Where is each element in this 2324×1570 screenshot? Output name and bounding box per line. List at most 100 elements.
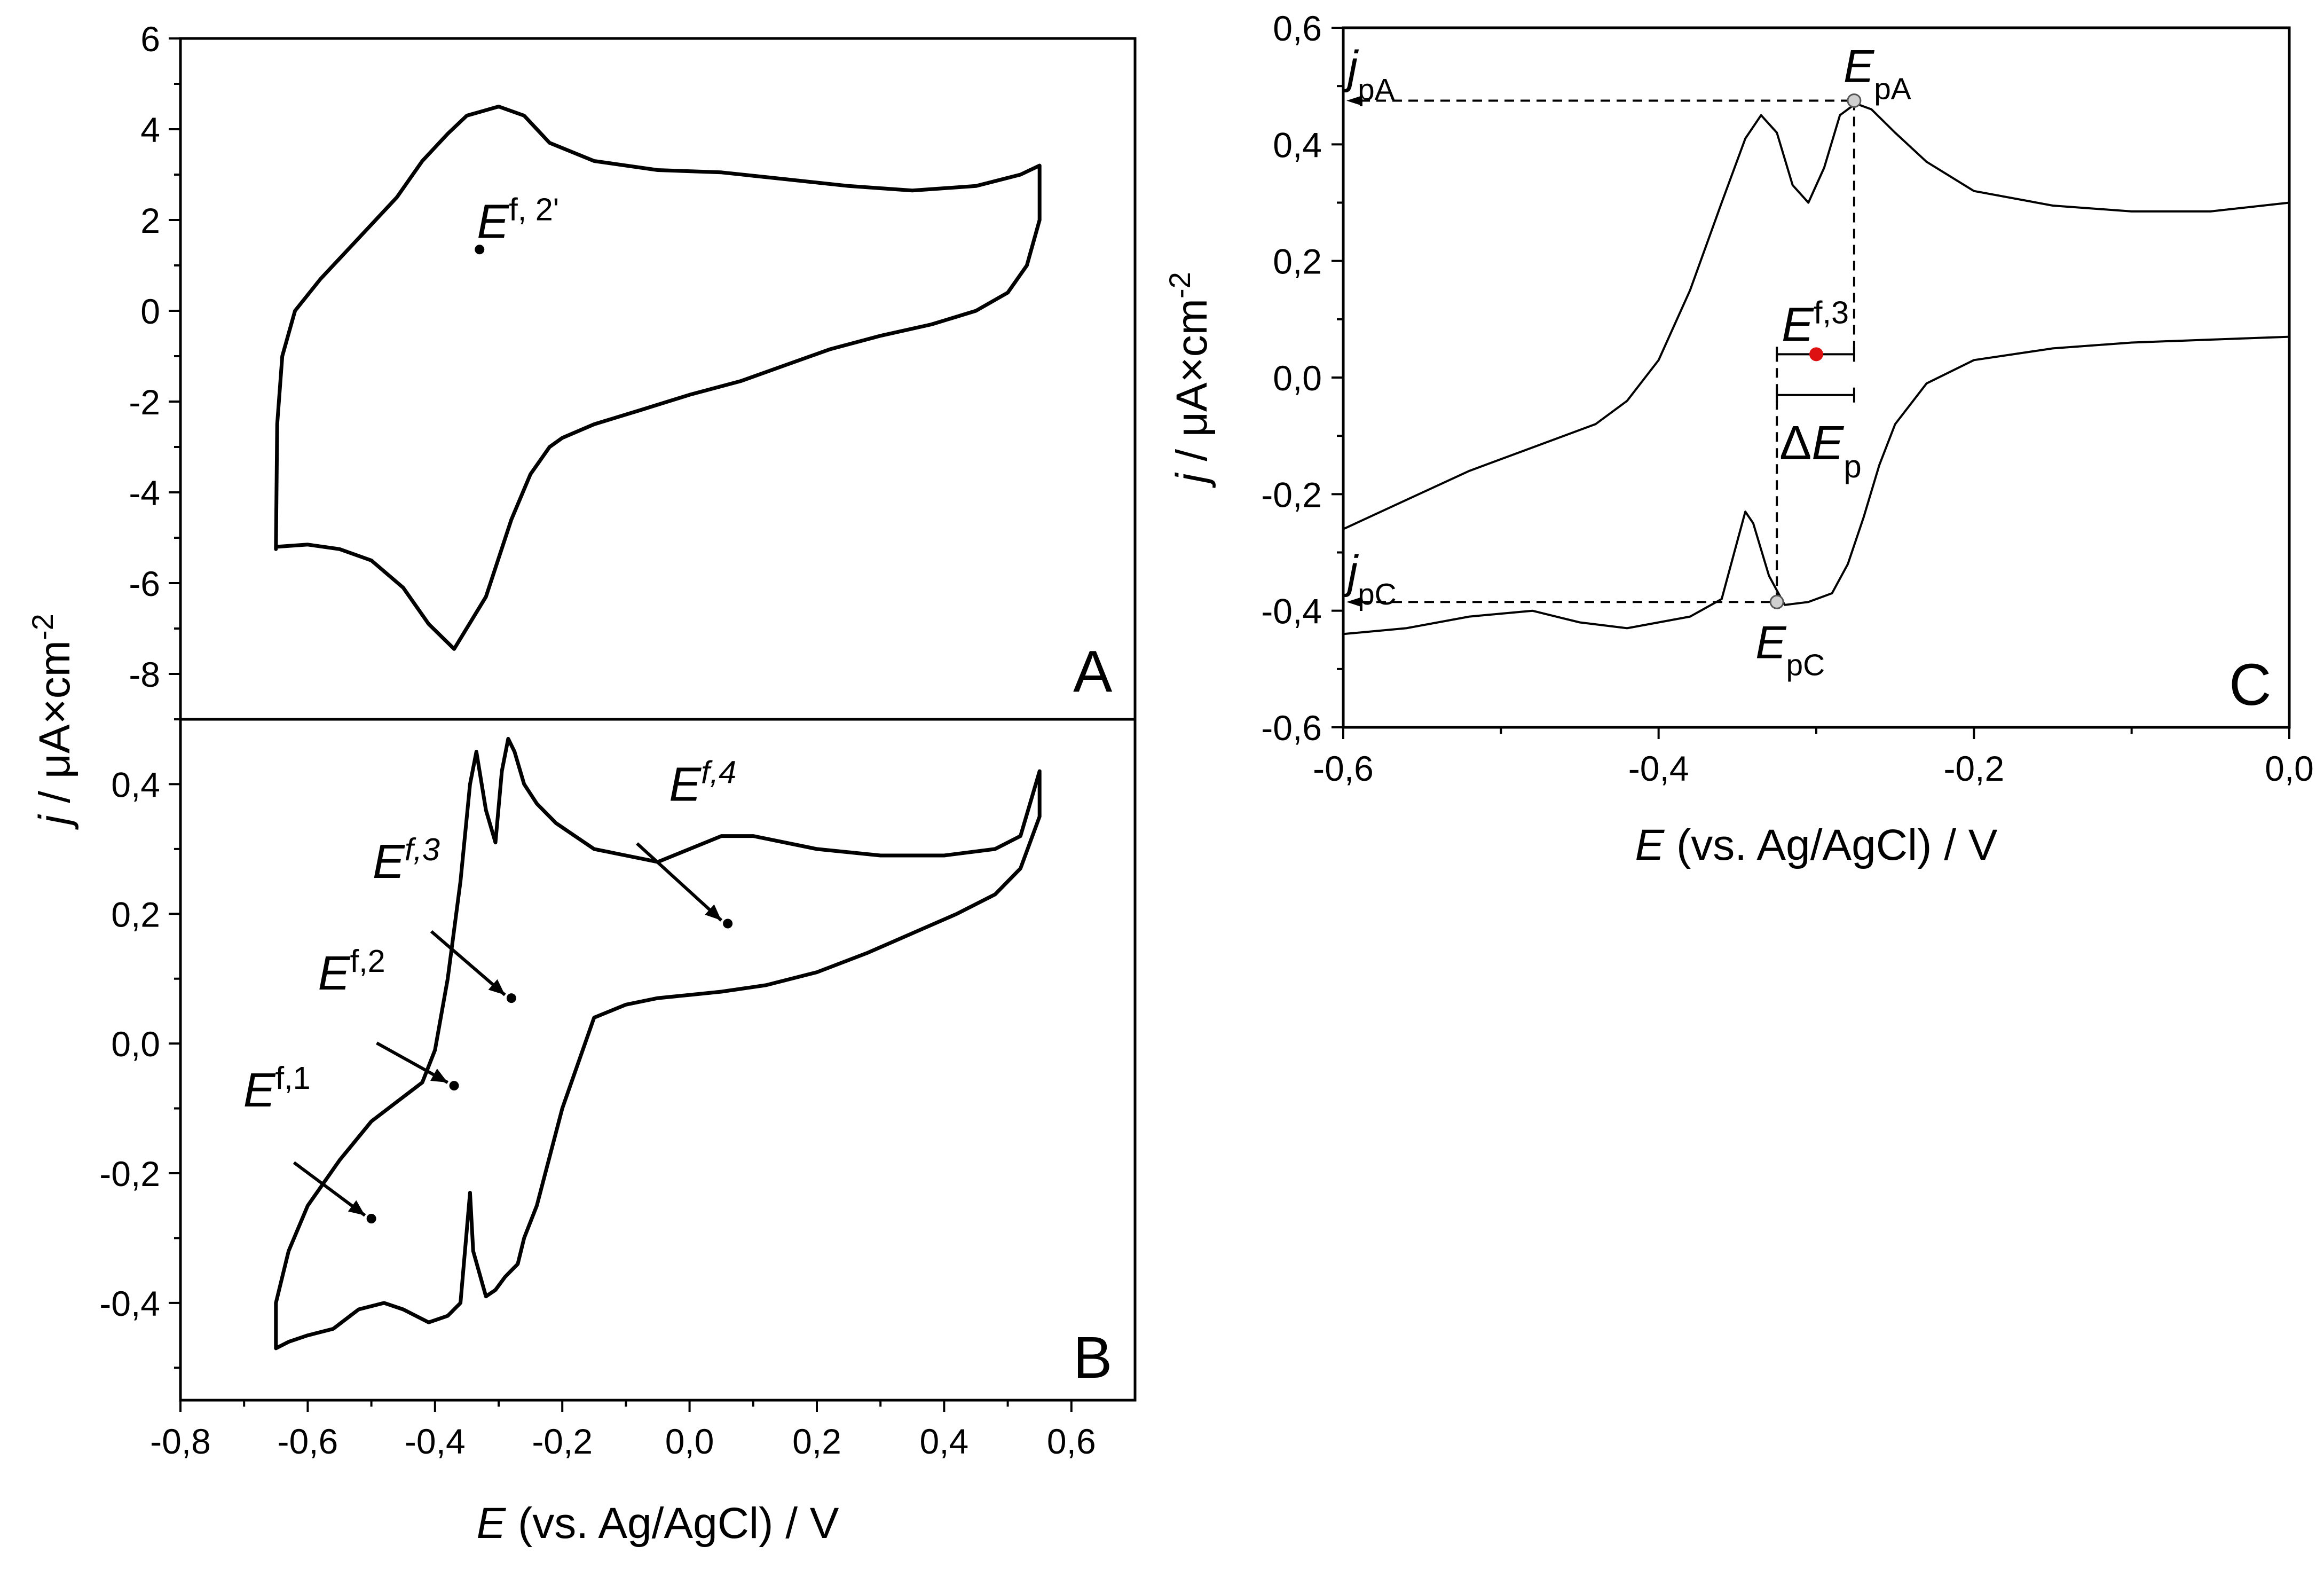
axis-label-symbol: j xyxy=(1168,472,1216,489)
panel-c-ef3-label-sup: f,3 xyxy=(1814,294,1849,330)
panel-a-y-tick-label: 2 xyxy=(140,201,160,240)
panel-b-formal-potential-label: Ef,3 xyxy=(373,831,440,889)
panel-c-y-axis-label: j / μA×cm-2 xyxy=(1163,272,1217,489)
panel-b-formal-potential-label-symbol: E xyxy=(669,758,702,812)
panel-c-y-tick-label: -0,6 xyxy=(1261,708,1322,748)
panel-c-x-axis-label: E (vs. Ag/AgCl) / V xyxy=(1635,821,1998,869)
panel-b-y-tick-label: 0,2 xyxy=(111,894,160,934)
panel-b-formal-potential-label: Ef,4 xyxy=(669,754,736,812)
panel-c-jpc-arrowhead xyxy=(1346,597,1361,607)
panel-c-epa-label: EpA xyxy=(1844,41,1911,106)
panel-c-epc-marker xyxy=(1769,594,1784,609)
panel-b-formal-potential-arrow-head xyxy=(488,979,505,995)
panel-b-formal-potential-label: Ef,1 xyxy=(243,1060,311,1118)
panel-b-x-tick-label: -0,4 xyxy=(405,1422,466,1461)
panel-b-formal-potential-arrow-head xyxy=(348,1200,365,1215)
panel-c-y-tick-label: 0,0 xyxy=(1273,358,1322,398)
axis-label-exponent: -2 xyxy=(26,614,59,640)
panel-a-y-tick-label: -2 xyxy=(129,382,160,422)
panel-a-annotations: Ef, 2' xyxy=(475,191,559,255)
panel-c-y-tick-label: -0,2 xyxy=(1261,475,1322,514)
panel-b-formal-potential-arrow-head xyxy=(705,904,722,921)
axis-label-symbol: E xyxy=(477,1499,507,1548)
panel-c-cathodic-curve xyxy=(1342,335,2290,635)
panel-c-dep-delta: Δ xyxy=(1779,417,1811,470)
panel-b-x-tick-label: -0,2 xyxy=(532,1422,593,1461)
panel-b-formal-potential-arrow-head xyxy=(430,1069,448,1083)
panel-b-x-tick-label: 0,2 xyxy=(792,1422,841,1461)
panel-a-formal-potential-dot xyxy=(475,245,485,255)
panel-a-label: A xyxy=(1073,639,1113,704)
panel-a-ticks: 6 4 2 0 -2 -4 -6 -8 xyxy=(129,19,180,720)
axis-label-symbol: E xyxy=(1635,821,1665,869)
panel-c-x-tick-label: -0,2 xyxy=(1943,749,2004,788)
panel-a-y-tick-label: -6 xyxy=(129,564,160,603)
panel-b-ticks: 0,4 0,2 0,0 -0,2 -0,4 -0,8 -0,6 -0,4 -0,2 0,0 0,2 0… xyxy=(99,718,1096,1461)
panel-c-jpa-arrowhead xyxy=(1346,96,1361,106)
panel-c-epc-label: EpC xyxy=(1755,617,1825,682)
axis-label-text: / μA×cm xyxy=(1168,299,1216,473)
axis-label-text: / μA×cm xyxy=(30,640,79,815)
panel-a-y-tick-label: -8 xyxy=(129,655,160,694)
panel-c-epa-label-symbol: E xyxy=(1844,41,1875,92)
panel-b-formal-potential-label-sup: f,2 xyxy=(350,943,385,979)
panel-c-dep-label: ΔEp xyxy=(1779,417,1862,484)
panel-c-label: C xyxy=(2229,652,2271,718)
panel-c-jpc-label-symbol: j xyxy=(1342,546,1359,598)
panel-b-formal-potential-label-symbol: E xyxy=(243,1064,276,1117)
panel-c-x-tick-label: -0,4 xyxy=(1628,749,1689,788)
panel-c-jpa-label-symbol: j xyxy=(1342,42,1359,93)
panel-b-y-tick-label: -0,2 xyxy=(99,1154,160,1194)
panel-c-ef3-dot xyxy=(1809,347,1823,362)
panel-c-anodic-curve xyxy=(1342,102,2290,530)
panel-a-formal-potential-label-sup: f, 2' xyxy=(509,191,559,227)
panel-a-y-tick-label: -4 xyxy=(129,473,160,513)
panel-a: 6 4 2 0 -2 -4 -6 -8 Ef, 2' A xyxy=(129,19,1137,721)
panel-b-x-tick-label: 0,6 xyxy=(1047,1422,1096,1461)
panel-b-y-tick-label: 0,4 xyxy=(111,765,160,804)
panel-c: 0,60,40,20,0-0,2-0,4-0,6-0,6 -0,4 -0,2 0,0 … xyxy=(1261,9,2314,788)
panel-a-formal-potential-label: Ef, 2' xyxy=(477,191,559,249)
panel-b-formal-potential-arrow-shaft xyxy=(636,842,723,922)
panel-b-x-axis-label: E (vs. Ag/AgCl) / V xyxy=(477,1499,839,1548)
panel-b-formal-potential-label-sup: f,4 xyxy=(701,754,736,790)
panel-c-y-tick-label: -0,4 xyxy=(1261,592,1322,631)
panel-c-y-tick-label: 0,6 xyxy=(1273,9,1322,48)
panel-c-epa-marker xyxy=(1847,93,1862,108)
panel-a-formal-potential-label-symbol: E xyxy=(477,195,509,248)
panel-b-x-tick-label: -0,8 xyxy=(150,1422,211,1461)
panel-c-dep-symbol: E xyxy=(1811,417,1844,470)
panel-c-y-tick-label: 0,2 xyxy=(1273,242,1322,281)
panel-c-ef3-label: Ef,3 xyxy=(1782,294,1849,352)
panel-c-x-tick-label: 0,0 xyxy=(2265,749,2314,788)
panel-b-formal-potential-label-sup: f,3 xyxy=(405,831,440,867)
panel-ab-y-axis-label: j / μA×cm-2 xyxy=(26,614,80,830)
panel-b-formal-potential-dot xyxy=(723,919,733,929)
axis-label-exponent: -2 xyxy=(1163,272,1196,299)
panel-b-formal-potential-dot xyxy=(449,1081,459,1091)
panel-b-formal-potential-dot xyxy=(506,993,516,1003)
panel-a-y-tick-label: 0 xyxy=(140,292,160,331)
panel-a-y-tick-label: 6 xyxy=(140,19,160,59)
panel-b-y-tick-label: -0,4 xyxy=(99,1284,160,1323)
panel-b-frame xyxy=(179,718,1137,1402)
panel-c-ef3-label-symbol: E xyxy=(1782,298,1814,351)
panel-b-y-tick-label: 0,0 xyxy=(111,1024,160,1064)
panel-b-label: B xyxy=(1073,1325,1112,1391)
panel-c-jpa-label: jpA xyxy=(1342,42,1395,107)
axis-label-symbol: j xyxy=(30,814,79,830)
panel-c-x-tick-label: -0,6 xyxy=(1313,749,1374,788)
panel-b-x-tick-label: 0,4 xyxy=(920,1422,969,1461)
panel-b-formal-potential-label: Ef,2 xyxy=(318,943,385,1001)
panel-c-y-tick-label: 0,4 xyxy=(1273,125,1322,164)
panel-b-formal-potential-label-sup: f,1 xyxy=(275,1060,311,1096)
panel-b: 0,4 0,2 0,0 -0,2 -0,4 -0,8 -0,6 -0,4 -0,2 0,0 0,2 0… xyxy=(99,718,1137,1461)
panel-c-frame xyxy=(1342,26,2291,729)
panel-a-frame xyxy=(179,37,1137,721)
panel-b-annotations: Ef,4Ef,3Ef,2Ef,1 xyxy=(243,754,736,1223)
panel-b-x-tick-label: 0,0 xyxy=(665,1422,714,1461)
panel-b-formal-potential-label-symbol: E xyxy=(318,947,351,1000)
panel-c-jpc-label-sub: pC xyxy=(1358,578,1397,611)
